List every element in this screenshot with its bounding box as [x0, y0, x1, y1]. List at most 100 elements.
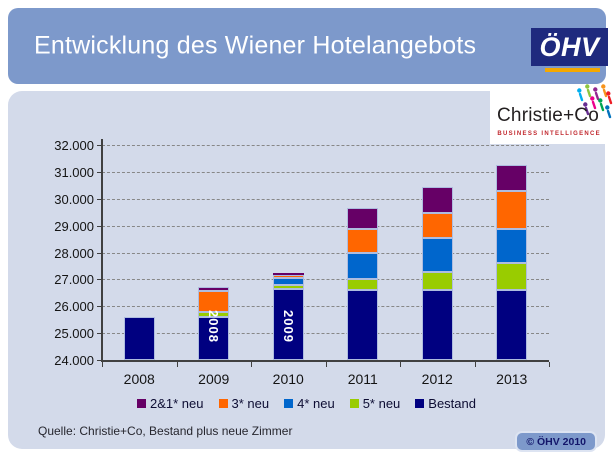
legend-item: 4* neu	[284, 396, 335, 411]
y-axis-label: 32.000	[54, 138, 94, 153]
legend-item: Bestand	[415, 396, 476, 411]
bar-segment-5-neu	[347, 278, 379, 291]
legend-color-swatch	[349, 399, 359, 408]
gridline	[102, 145, 549, 146]
x-axis-tick	[400, 362, 401, 367]
y-axis-tick	[97, 360, 102, 361]
y-axis-label: 24.000	[54, 353, 94, 368]
gridline	[102, 225, 549, 227]
bar-segment-bestand	[272, 288, 304, 360]
x-axis-tick	[102, 362, 103, 367]
y-axis-tick	[97, 252, 102, 254]
christie-logo-text: Christie+Co	[497, 105, 599, 126]
bar-segment-bestand	[347, 290, 379, 360]
legend-item: 3* neu	[218, 396, 270, 411]
legend-color-swatch	[284, 399, 294, 408]
bar-segment-bestand	[123, 317, 155, 360]
y-axis-label: 28.000	[54, 245, 94, 261]
y-axis-tick	[97, 306, 102, 308]
bar-segment-2-1-neu	[496, 164, 528, 191]
x-axis-label: 2011	[347, 371, 378, 387]
x-axis-label: 2010	[272, 371, 304, 387]
plot-area: 2008 2009	[102, 145, 549, 360]
bar-segment-5-neu	[496, 263, 528, 291]
y-axis-label: 31.000	[54, 164, 94, 180]
bar-segment-2-1-neu	[198, 287, 230, 292]
bar-segment-3-neu	[272, 274, 304, 279]
y-axis-label: 25.000	[54, 326, 94, 342]
x-axis-line	[101, 360, 549, 362]
oehv-logo-text: ÖHV	[539, 31, 600, 62]
bar-inner-label-text: 2009	[280, 309, 296, 343]
bar-segment-4-neu	[272, 278, 304, 285]
bar-inner-label: 2008	[198, 298, 229, 354]
legend-item-label: Bestand	[428, 396, 476, 411]
page-title: Entwicklung des Wiener Hotelangebots	[34, 31, 477, 60]
x-axis-tick	[176, 362, 178, 367]
chart-panel: Christie+Co BUSINESS INTELLIGENCE 24.000…	[8, 84, 613, 452]
christie-logo: Christie+Co BUSINESS INTELLIGENCE	[490, 84, 613, 144]
bar-segment-3-neu	[198, 291, 230, 312]
christie-people-icon	[577, 84, 613, 119]
y-axis-line	[101, 139, 103, 360]
oehv-logo-box: ÖHV	[531, 28, 608, 66]
legend-item-label: 4* neu	[297, 396, 335, 411]
header-bar: Entwicklung des Wiener Hotelangebots ÖHV	[8, 8, 608, 84]
bar-segment-5-neu	[421, 272, 453, 291]
source-note: Quelle: Christie+Co, Bestand plus neue Z…	[38, 424, 293, 438]
bar-segment-4-neu	[347, 252, 379, 279]
x-axis-label: 2009	[198, 371, 230, 387]
x-axis-tick	[251, 362, 252, 367]
y-axis-tick	[97, 279, 102, 281]
bar-segment-2-1-neu	[272, 273, 304, 275]
oehv-logo: ÖHV	[531, 28, 608, 74]
gridline	[102, 252, 549, 254]
bar-segment-5-neu	[198, 311, 230, 317]
legend-item-label: 3* neu	[231, 396, 270, 411]
y-axis-label: 30.000	[54, 191, 94, 207]
gridline	[102, 171, 549, 173]
x-axis-label: 2013	[496, 371, 528, 387]
legend-item-label: 2&1* neu	[150, 396, 204, 411]
bar-segment-bestand	[496, 290, 528, 360]
x-axis-tick	[325, 362, 327, 367]
legend-color-swatch	[218, 399, 228, 408]
y-axis-tick	[97, 171, 102, 173]
x-axis-label: 2008	[123, 371, 155, 387]
bar-segment-3-neu	[347, 229, 379, 253]
copyright-badge: © ÖHV 2010	[515, 431, 597, 452]
gridline	[102, 333, 549, 335]
gridline	[102, 306, 549, 308]
legend-item-label: 5* neu	[362, 396, 401, 411]
legend-color-swatch	[415, 399, 425, 408]
christie-logo-tagline: BUSINESS INTELLIGENCE	[497, 131, 601, 137]
copyright-text: © ÖHV 2010	[526, 435, 586, 448]
bar-segment-3-neu	[496, 190, 528, 230]
legend-item: 5* neu	[349, 396, 401, 411]
y-axis-tick	[97, 145, 102, 146]
y-axis-tick	[97, 333, 102, 335]
bar-inner-label: 2009	[273, 298, 304, 354]
y-axis-tick	[97, 198, 102, 200]
gridline	[102, 279, 549, 281]
legend-color-swatch	[137, 399, 146, 408]
x-axis-label: 2012	[421, 371, 453, 387]
bar-segment-4-neu	[496, 229, 528, 264]
legend-item: 2&1* neu	[137, 396, 204, 411]
y-axis-label: 27.000	[54, 272, 94, 288]
bar-segment-bestand	[421, 290, 453, 360]
y-axis-label: 26.000	[54, 299, 94, 315]
y-axis-label: 29.000	[54, 218, 94, 234]
x-axis-tick	[549, 362, 550, 367]
legend: 2&1* neu 3* neu 4* neu 5* neu Bestand	[8, 396, 605, 411]
bar-segment-3-neu	[421, 213, 453, 239]
x-axis-tick	[474, 362, 476, 367]
bar-segment-2-1-neu	[421, 186, 453, 213]
bar-segment-4-neu	[421, 238, 453, 273]
bar-segment-2-1-neu	[347, 207, 379, 230]
gridline	[102, 198, 549, 200]
oehv-logo-underline	[545, 68, 600, 72]
bar-segment-bestand	[198, 317, 230, 360]
bar-segment-5-neu	[272, 284, 304, 289]
